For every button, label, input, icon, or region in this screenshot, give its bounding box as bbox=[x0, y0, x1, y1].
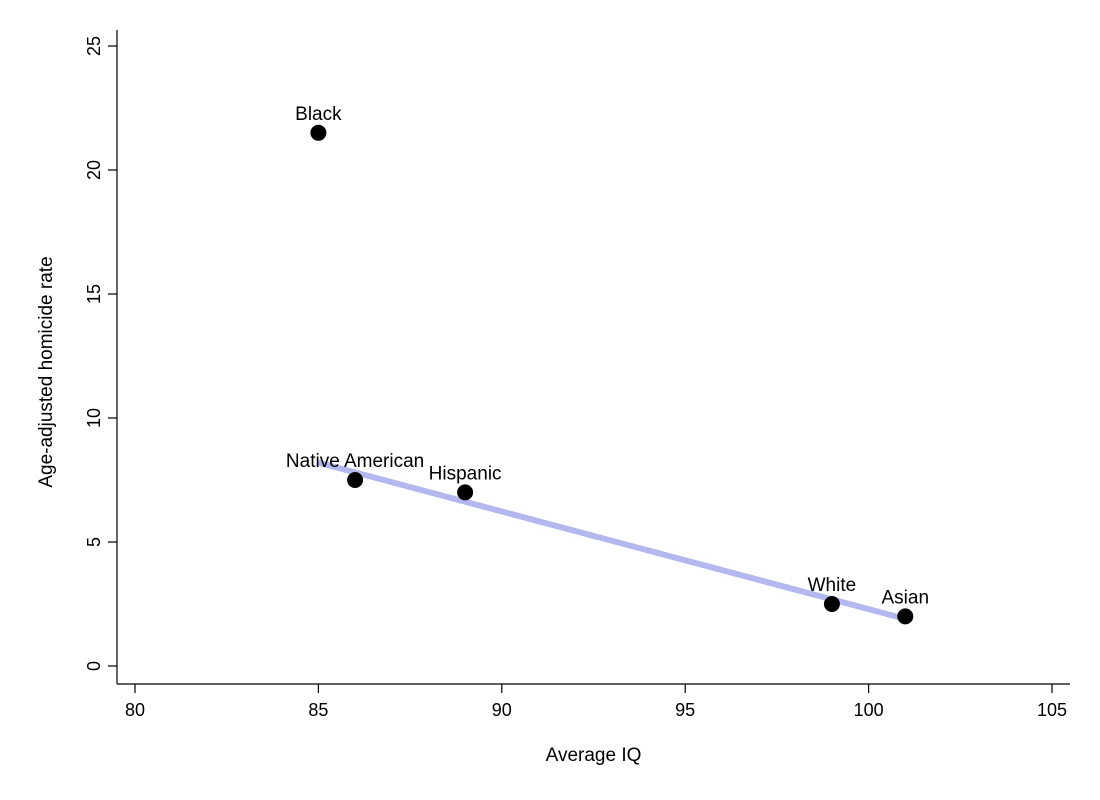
data-point bbox=[310, 124, 327, 141]
fit-line bbox=[317, 459, 907, 622]
y-tick-label: 25 bbox=[84, 36, 104, 56]
data-points bbox=[310, 124, 914, 625]
axes-layer bbox=[116, 30, 1070, 685]
fit-line-layer bbox=[317, 459, 907, 622]
data-point bbox=[347, 472, 364, 488]
y-tick-label: 20 bbox=[84, 160, 104, 180]
x-tick-label: 90 bbox=[492, 700, 512, 720]
x-tick-label: 80 bbox=[125, 700, 145, 720]
y-ticks: 0 5 10 15 20 25 bbox=[84, 36, 117, 671]
y-tick-label: 5 bbox=[84, 537, 104, 547]
y-tick-label: 10 bbox=[84, 408, 104, 428]
x-tick-label: 95 bbox=[675, 700, 695, 720]
data-point bbox=[457, 484, 474, 501]
point-label: Native American bbox=[286, 451, 424, 472]
x-tick-label: 105 bbox=[1037, 700, 1067, 720]
y-axis-title: Age-adjusted homicide rate bbox=[36, 256, 57, 487]
x-axis-title: Average IQ bbox=[546, 745, 642, 766]
point-label: Black bbox=[295, 104, 342, 125]
x-tick-label: 85 bbox=[308, 700, 328, 720]
x-ticks: 80 85 90 95 100 105 bbox=[125, 684, 1067, 720]
y-tick-label: 15 bbox=[84, 284, 104, 304]
x-tick-label: 100 bbox=[854, 700, 884, 720]
data-point bbox=[823, 596, 840, 612]
point-label: Hispanic bbox=[429, 463, 502, 484]
data-point bbox=[897, 608, 914, 625]
point-label: White bbox=[808, 575, 857, 596]
y-tick-label: 0 bbox=[84, 661, 104, 671]
point-label: Asian bbox=[882, 587, 930, 608]
